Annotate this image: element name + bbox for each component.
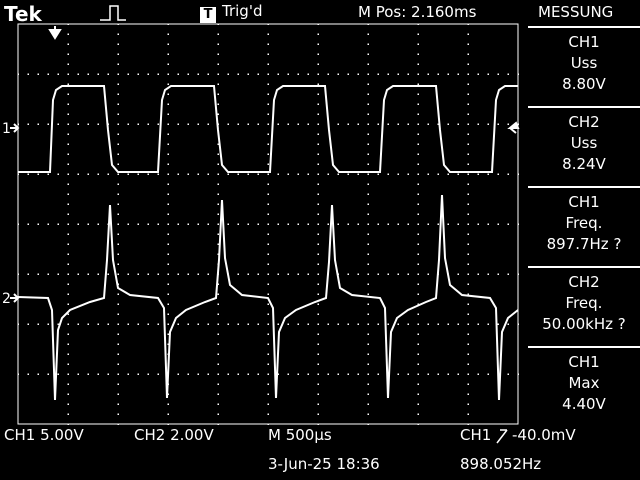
ch2-scale: CH2 2.00V <box>134 426 214 444</box>
ch1-trace <box>18 85 518 173</box>
measurement-type: Uss <box>570 134 598 152</box>
measurement-type: Uss <box>570 54 598 72</box>
menu-title: MESSUNG <box>538 3 614 21</box>
measurement-value: 50.00kHz ? <box>542 315 626 333</box>
brand-logo: Tek <box>4 2 42 26</box>
trigger-source: CH1 <box>460 426 492 444</box>
measurement-panel[interactable]: CH2 Uss 8.24V <box>528 106 640 190</box>
trigger-slope-icon <box>100 5 126 21</box>
measurement-type: Max <box>568 374 600 392</box>
trigger-edge-icon <box>496 429 508 444</box>
measurement-channel: CH2 <box>568 113 600 131</box>
trigger-status: T Trig'd <box>200 4 262 23</box>
measurement-value: 897.7Hz ? <box>546 235 622 253</box>
ch2-trace <box>17 194 519 401</box>
measurement-type: Freq. <box>565 214 603 232</box>
measurement-panel[interactable]: CH1 Uss 8.80V <box>528 26 640 110</box>
ch2-marker-label: 2 <box>2 291 11 307</box>
measurement-panel[interactable]: CH1 Freq. 897.7Hz ? <box>528 186 640 270</box>
measurement-channel: CH1 <box>568 353 600 371</box>
measurement-channel: CH2 <box>568 273 600 291</box>
trigger-badge: T <box>200 7 216 23</box>
graticule-grid <box>17 23 519 425</box>
ch1-marker-label: 1 <box>2 121 11 137</box>
ch1-scale: CH1 5.00V <box>4 426 84 444</box>
trigger-position-marker <box>48 26 62 40</box>
trigger-level-arrow <box>507 121 520 134</box>
ch2-ground-arrow <box>10 293 20 303</box>
date-time: 3-Jun-25 18:36 <box>268 455 380 473</box>
measurement-panel[interactable]: CH1 Max 4.40V <box>528 346 640 430</box>
measurement-panel[interactable]: CH2 Freq. 50.00kHz ? <box>528 266 640 350</box>
ch1-ground-arrow <box>10 123 20 133</box>
measurement-channel: CH1 <box>568 33 600 51</box>
measurement-value: 8.24V <box>562 155 606 173</box>
trigger-level: -40.0mV <box>512 426 576 444</box>
measurement-type: Freq. <box>565 294 603 312</box>
trigger-status-text: Trig'd <box>222 2 263 20</box>
trigger-frequency: 898.052Hz <box>460 455 542 473</box>
timebase: M 500µs <box>268 426 332 444</box>
horizontal-position-readout: M Pos: 2.160ms <box>358 3 477 21</box>
measurement-value: 4.40V <box>562 395 606 413</box>
measurement-value: 8.80V <box>562 75 606 93</box>
measurement-channel: CH1 <box>568 193 600 211</box>
